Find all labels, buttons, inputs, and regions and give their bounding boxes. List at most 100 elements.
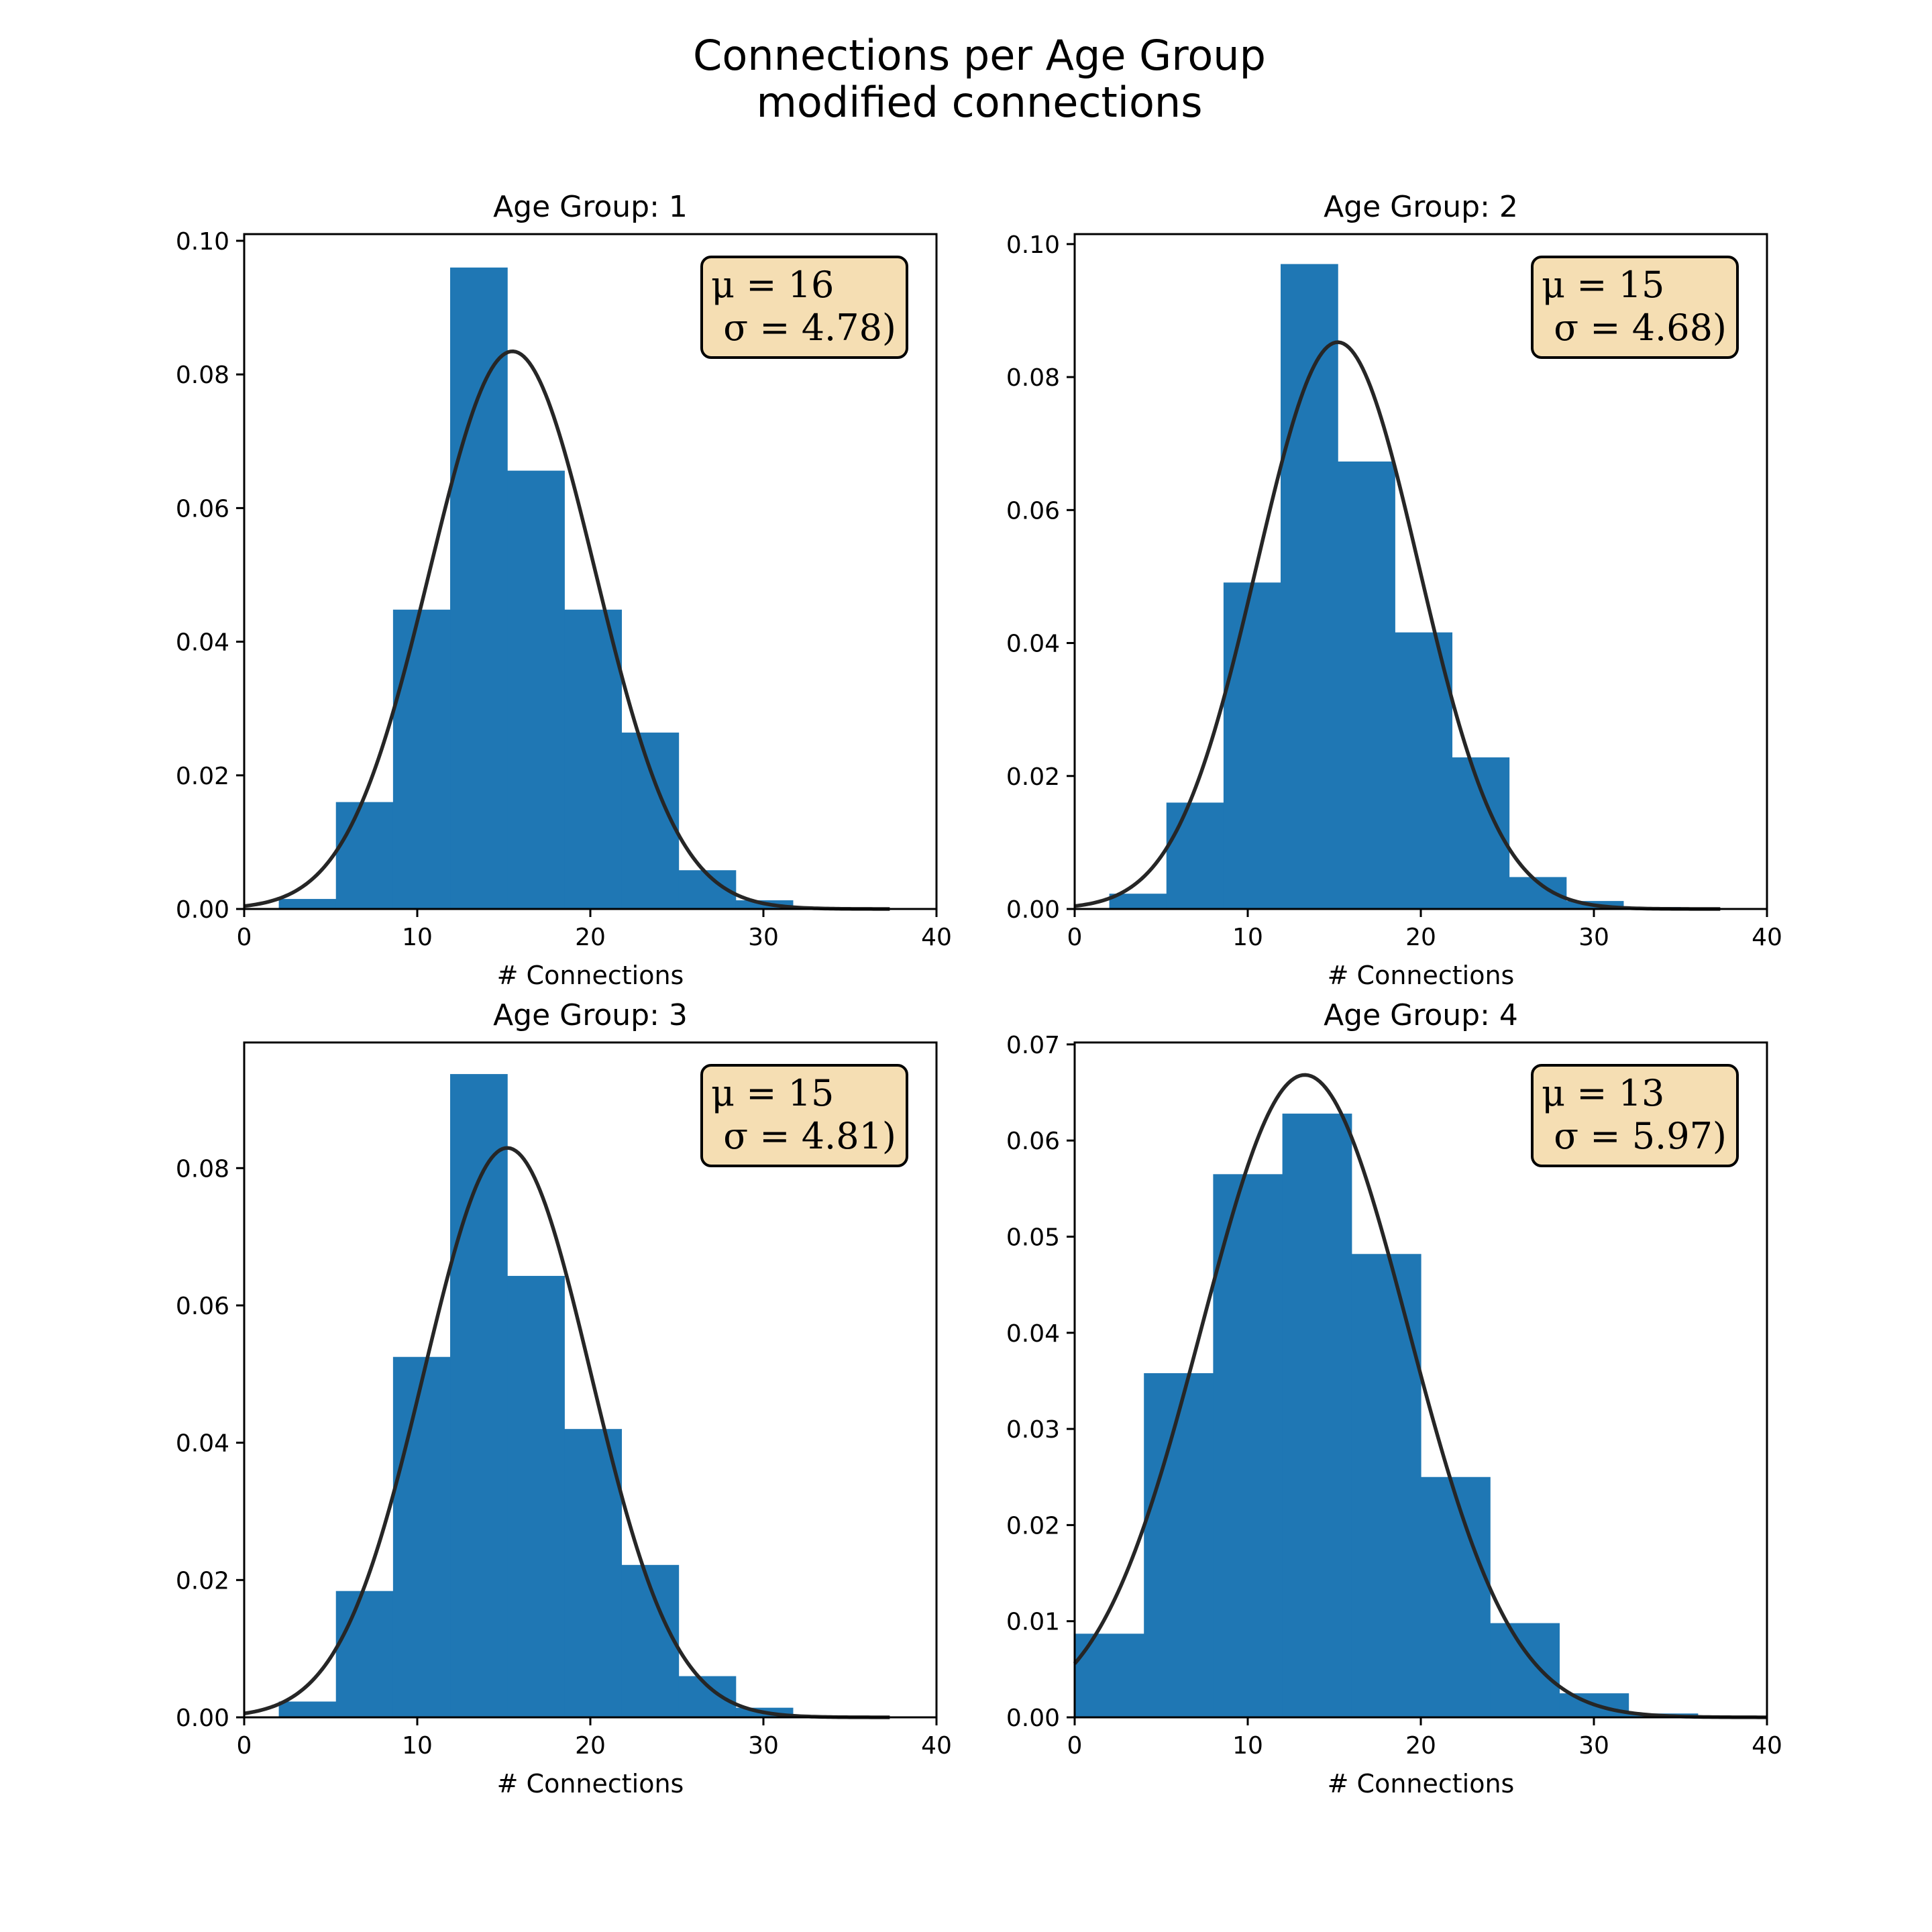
normal-fit-line	[1074, 340, 1721, 911]
y-tick-label: 0.00	[176, 1705, 229, 1732]
x-tick-label: 20	[1405, 1732, 1436, 1760]
y-tick-label: 0.06	[1006, 1128, 1060, 1155]
histogram-bar	[1421, 1477, 1491, 1717]
y-tick-label: 0.05	[1006, 1224, 1060, 1251]
x-axis-label: # Connections	[497, 1769, 684, 1799]
histogram-bar	[392, 609, 451, 909]
y-tick-label: 0.04	[1006, 1320, 1060, 1348]
histogram-bar	[278, 899, 337, 909]
y-tick-label: 0.06	[176, 495, 229, 523]
y-tick-label: 0.00	[176, 896, 229, 924]
x-tick-label: 10	[1232, 924, 1263, 951]
y-tick-label: 0.00	[1006, 1705, 1060, 1732]
x-tick-label: 0	[237, 1732, 252, 1760]
subplot-title: Age Group: 3	[493, 998, 688, 1032]
stats-box	[700, 1064, 908, 1167]
subplot-title: Age Group: 4	[1324, 998, 1518, 1032]
y-tick-label: 0.04	[176, 629, 229, 657]
x-tick-label: 0	[237, 924, 252, 951]
histogram-bar	[1213, 1174, 1283, 1717]
stats-mu-text: μ = 15	[1542, 264, 1664, 306]
x-tick-label: 0	[1067, 1732, 1083, 1760]
subplot-4: 0 10 20 30 40 0.00 0.01 0.02 0.03 0.04 0.05 0.06 0.0…	[1006, 998, 1782, 1799]
histogram-bar	[678, 1676, 737, 1717]
histogram-bar	[1351, 1254, 1421, 1717]
x-tick-label: 30	[1578, 1732, 1609, 1760]
histogram-bar	[507, 1275, 565, 1717]
histogram-bar	[507, 470, 565, 909]
histogram-bar	[1166, 802, 1224, 909]
histogram-bar	[392, 1356, 451, 1717]
histogram-bar	[1075, 1633, 1144, 1717]
y-tick-label: 0.02	[176, 763, 229, 790]
y-tick-label: 0.01	[1006, 1609, 1060, 1636]
figure-title-line2: modified connections	[756, 78, 1202, 127]
histogram-bar	[335, 802, 394, 909]
y-tick-label: 0.03	[1006, 1416, 1060, 1444]
x-tick-label: 0	[1067, 924, 1083, 951]
x-tick-label: 30	[1578, 924, 1609, 951]
y-tick-label: 0.06	[1006, 497, 1060, 525]
x-tick-label: 10	[1232, 1732, 1263, 1760]
stats-sigma-text: σ = 4.81)	[723, 1115, 896, 1157]
x-axis-label: # Connections	[1328, 1769, 1515, 1799]
stats-sigma-text: σ = 4.78)	[723, 307, 896, 349]
stats-mu-text: μ = 16	[711, 264, 834, 306]
histogram-bar	[450, 1074, 508, 1717]
y-tick-label: 0.02	[1006, 763, 1060, 791]
x-axis-label: # Connections	[1328, 961, 1515, 990]
x-axis-label: # Connections	[497, 961, 684, 990]
y-tick-label: 0.10	[176, 228, 229, 256]
histogram-bar	[564, 609, 623, 909]
stats-mu-text: μ = 15	[711, 1072, 834, 1114]
subplot-title: Age Group: 1	[493, 190, 688, 224]
y-tick-label: 0.04	[1006, 631, 1060, 658]
histogram-bar	[1281, 264, 1338, 910]
histogram-bar	[1490, 1623, 1560, 1717]
y-tick-label: 0.06	[176, 1293, 229, 1320]
histogram-bar	[1282, 1114, 1352, 1717]
y-tick-label: 0.04	[176, 1430, 229, 1458]
stats-sigma-text: σ = 5.97)	[1554, 1115, 1727, 1157]
y-tick-label: 0.02	[176, 1567, 229, 1595]
normal-fit-line	[244, 1146, 890, 1719]
y-tick-label: 0.08	[1006, 364, 1060, 392]
normal-fit-line	[244, 349, 890, 911]
x-tick-label: 40	[921, 924, 952, 951]
subplot-3: 0 10 20 30 40 0.00 0.02 0.04 0.06 0.08 Age Group: …	[176, 998, 952, 1799]
x-tick-label: 20	[1405, 924, 1436, 951]
y-tick-label: 0.10	[1006, 231, 1060, 259]
histogram-bar	[1144, 1373, 1214, 1717]
x-tick-label: 40	[1752, 1732, 1782, 1760]
y-tick-label: 0.00	[1006, 896, 1060, 924]
subplot-title: Age Group: 2	[1324, 190, 1518, 224]
histogram-bar	[278, 1701, 337, 1717]
stats-sigma-text: σ = 4.68)	[1554, 307, 1727, 349]
y-tick-label: 0.08	[176, 362, 229, 389]
x-tick-label: 40	[921, 1732, 952, 1760]
x-tick-label: 10	[402, 1732, 433, 1760]
normal-fit-line	[1073, 1073, 1768, 1719]
histogram-bar	[335, 1591, 394, 1717]
subplot-2: 0 10 20 30 40 0.00 0.02 0.04 0.06 0.08 0.10 Age Gro…	[1006, 190, 1782, 990]
histogram-bar	[1338, 461, 1395, 909]
subplot-grid: 0 10 20 30 40 0.00 0.02 0.04 0.06 0.08 0.10 Age Gro…	[176, 190, 1782, 1799]
stats-box	[700, 256, 908, 359]
subplot-1: 0 10 20 30 40 0.00 0.02 0.04 0.06 0.08 0.10 Age Gro…	[176, 190, 952, 990]
y-tick-label: 0.07	[1006, 1032, 1060, 1059]
stats-box	[1531, 256, 1739, 359]
y-tick-label: 0.02	[1006, 1512, 1060, 1540]
x-tick-label: 20	[575, 924, 606, 951]
histogram-bar	[564, 1429, 623, 1717]
x-tick-label: 10	[402, 924, 433, 951]
x-tick-label: 20	[575, 1732, 606, 1760]
histogram-bar	[1223, 582, 1281, 909]
stats-box	[1531, 1064, 1739, 1167]
figure-title-line1: Connections per Age Group	[693, 31, 1266, 80]
histogram-bar	[1109, 894, 1167, 909]
x-tick-label: 30	[748, 924, 779, 951]
x-tick-label: 30	[748, 1732, 779, 1760]
stats-mu-text: μ = 13	[1542, 1072, 1664, 1114]
histogram-bar	[450, 267, 508, 909]
